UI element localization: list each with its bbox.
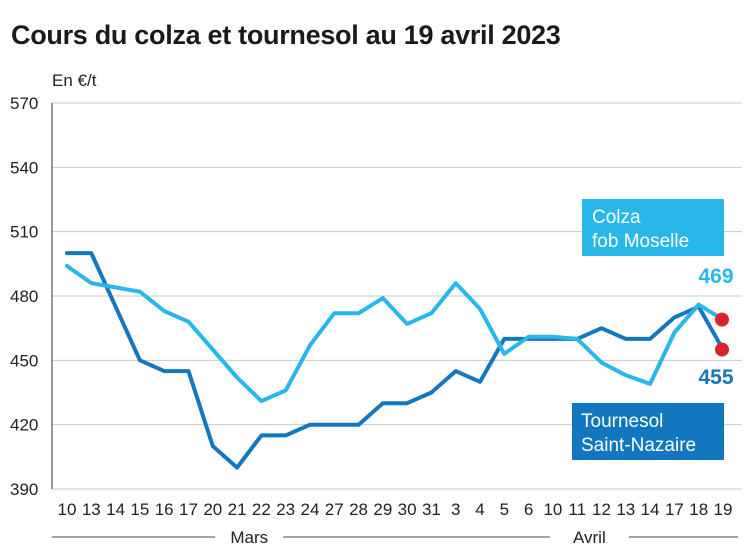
x-tick-label: 13 [616, 500, 635, 519]
y-tick-480: 480 [10, 287, 38, 306]
x-tick-label: 13 [82, 500, 101, 519]
y-tick-540: 540 [10, 158, 38, 177]
y-tick-labels: 390 420 450 480 510 540 570 [10, 94, 38, 499]
x-tick-label: 24 [301, 500, 320, 519]
end-marker [715, 342, 729, 357]
y-axis-label: En €/t [52, 71, 97, 90]
legend-label-tournesol: Tournesol [581, 411, 663, 432]
x-tick-label: 19 [714, 500, 733, 519]
chart-title: Cours du colza et tournesol au 19 avril … [11, 20, 561, 50]
month-label: Mars [230, 528, 268, 547]
series-line-tournesol [65, 251, 725, 470]
series-lines [65, 251, 729, 470]
x-tick-label: 3 [451, 500, 460, 519]
x-tick-label: 28 [349, 500, 368, 519]
end-marker [715, 312, 729, 327]
x-tick-labels: 10 13 14 15 16 17 20 21 22 23 24 27 28 29 30 31 3 4 5 6 10 11… [58, 500, 733, 519]
legend-label-colza: fob Moselle [592, 231, 689, 252]
legend-box-colza [582, 199, 724, 256]
x-tick-label: 17 [179, 500, 198, 519]
x-tick-label: 12 [592, 500, 611, 519]
end-value-colza: 469 [698, 265, 733, 288]
legend-label-tournesol: Saint-Nazaire [581, 435, 696, 456]
month-groups: Mars Avril [51, 528, 739, 547]
month-label: Avril [573, 528, 606, 547]
y-tick-390: 390 [10, 480, 38, 499]
series-line-colza [65, 264, 725, 404]
x-tick-label: 16 [155, 500, 174, 519]
x-tick-label: 4 [475, 500, 484, 519]
x-tick-label: 18 [689, 500, 708, 519]
x-tick-label: 10 [543, 500, 562, 519]
x-tick-label: 23 [276, 500, 295, 519]
legend-box-tournesol [572, 403, 724, 460]
x-tick-label: 30 [398, 500, 417, 519]
x-tick-label: 10 [58, 500, 77, 519]
y-tick-510: 510 [10, 223, 38, 242]
x-tick-label: 21 [228, 500, 247, 519]
x-tick-label: 6 [524, 500, 533, 519]
x-tick-label: 29 [373, 500, 392, 519]
series-labels: Colza fob Moselle Tournesol Saint-Nazaire 46… [572, 199, 734, 460]
x-tick-label: 14 [641, 500, 660, 519]
y-tick-420: 420 [10, 416, 38, 435]
x-tick-label: 27 [325, 500, 344, 519]
y-tick-450: 450 [10, 351, 38, 370]
x-tick-label: 15 [130, 500, 149, 519]
x-tick-label: 20 [203, 500, 222, 519]
x-tick-label: 5 [500, 500, 509, 519]
legend-label-colza: Colza [592, 207, 641, 228]
y-tick-570: 570 [10, 94, 38, 113]
x-tick-label: 22 [252, 500, 271, 519]
x-tick-label: 11 [568, 500, 586, 519]
grid-lines [51, 102, 742, 490]
end-value-tournesol: 455 [698, 366, 733, 389]
x-tick-label: 14 [106, 500, 125, 519]
x-tick-label: 31 [422, 500, 441, 519]
x-tick-label: 17 [665, 500, 684, 519]
